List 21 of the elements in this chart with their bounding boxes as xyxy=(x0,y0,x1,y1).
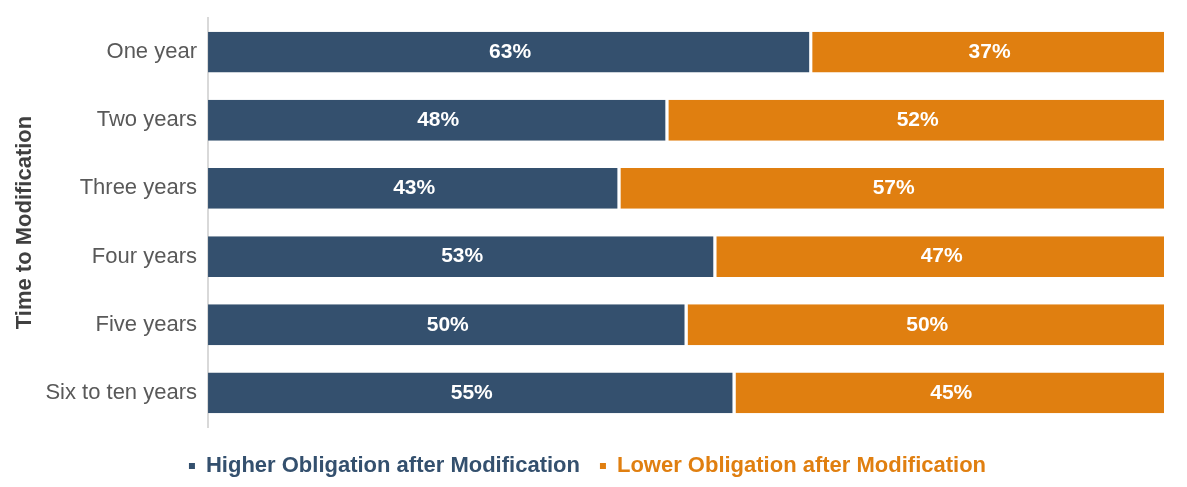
data-label: 50% xyxy=(906,311,949,335)
data-label: 45% xyxy=(930,379,973,403)
data-label: 43% xyxy=(393,175,436,199)
y-tick-label: Two years xyxy=(96,106,198,132)
data-label: 53% xyxy=(441,243,484,267)
data-label: 57% xyxy=(872,175,916,199)
y-tick-label: Six to ten years xyxy=(45,378,198,404)
legend-label: Lower Obligation after Modification xyxy=(616,452,987,478)
data-label: 55% xyxy=(450,379,494,403)
data-label: 50% xyxy=(426,311,470,335)
data-label: 37% xyxy=(968,38,1011,62)
data-label: 63% xyxy=(489,38,532,62)
y-tick-label: Three years xyxy=(79,174,198,200)
y-tick-label: Four years xyxy=(91,242,198,268)
data-label: 47% xyxy=(920,243,963,267)
y-axis-title: Time to Modification xyxy=(11,115,37,330)
data-label: 52% xyxy=(896,107,940,131)
data-label: 48% xyxy=(417,107,460,131)
y-tick-label: One year xyxy=(106,38,198,64)
y-tick-label: Five years xyxy=(95,310,198,336)
legend-label: Higher Obligation after Modification xyxy=(205,452,580,478)
